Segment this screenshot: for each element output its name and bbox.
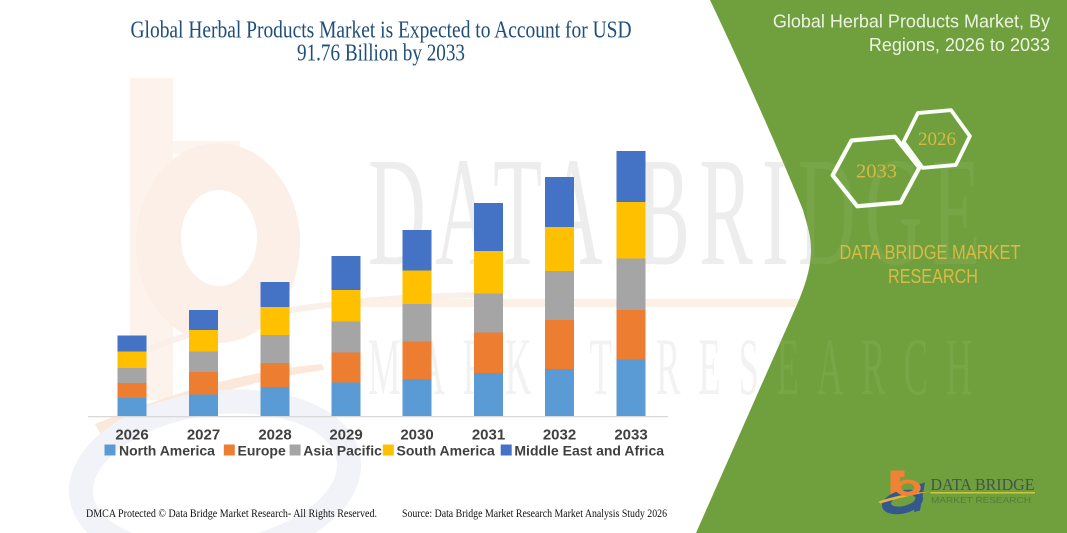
svg-text:2031: 2031 xyxy=(472,427,505,444)
svg-text:2028: 2028 xyxy=(258,427,291,444)
svg-text:2029: 2029 xyxy=(329,427,362,444)
svg-text:2032: 2032 xyxy=(543,427,576,444)
svg-text:Europe: Europe xyxy=(238,443,286,459)
svg-text:Global Herbal Products Market,: Global Herbal Products Market, By xyxy=(773,12,1050,32)
svg-text:RESEARCH: RESEARCH xyxy=(888,266,978,288)
svg-text:2033: 2033 xyxy=(856,161,897,183)
svg-text:Regions, 2026 to 2033: Regions, 2026 to 2033 xyxy=(869,35,1050,55)
svg-text:2030: 2030 xyxy=(400,427,433,444)
svg-text:Asia Pacific: Asia Pacific xyxy=(303,443,382,459)
svg-text:2026: 2026 xyxy=(115,427,148,444)
svg-text:DMCA Protected © Data Bridge M: DMCA Protected © Data Bridge Market Rese… xyxy=(86,506,377,520)
svg-text:2027: 2027 xyxy=(187,427,220,444)
svg-text:South America: South America xyxy=(397,443,495,459)
svg-text:2026: 2026 xyxy=(918,129,956,150)
svg-text:North America: North America xyxy=(119,443,215,459)
svg-text:Source: Data Bridge Market Res: Source: Data Bridge Market Research Mark… xyxy=(402,506,667,520)
svg-text:DATA BRIDGE MARKET: DATA BRIDGE MARKET xyxy=(840,242,1021,264)
svg-text:91.76 Billion by 2033: 91.76 Billion by 2033 xyxy=(297,41,465,67)
svg-text:MARKET RESEARCH: MARKET RESEARCH xyxy=(368,321,990,412)
svg-text:Global Herbal Products Market: Global Herbal Products Market is Expecte… xyxy=(131,18,632,44)
svg-text:Middle East and Africa: Middle East and Africa xyxy=(514,443,664,459)
svg-text:2033: 2033 xyxy=(614,427,647,444)
svg-text:DATA BRIDGE: DATA BRIDGE xyxy=(931,475,1035,494)
svg-text:MARKET RESEARCH: MARKET RESEARCH xyxy=(931,495,1031,505)
